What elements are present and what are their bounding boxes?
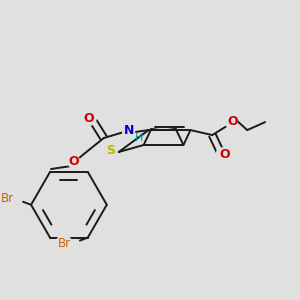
Circle shape (0, 191, 15, 207)
Circle shape (56, 236, 72, 251)
Text: O: O (83, 112, 94, 124)
Circle shape (225, 116, 237, 128)
Text: Br: Br (57, 237, 70, 250)
Circle shape (123, 126, 135, 138)
Circle shape (68, 156, 80, 168)
Text: Br: Br (1, 192, 14, 205)
Text: O: O (219, 148, 230, 161)
Circle shape (84, 113, 96, 125)
Circle shape (105, 144, 117, 156)
Text: O: O (227, 115, 238, 128)
Text: H: H (134, 133, 143, 143)
Circle shape (216, 148, 228, 160)
Text: S: S (106, 143, 115, 157)
Text: N: N (124, 124, 134, 136)
Text: O: O (69, 155, 79, 169)
